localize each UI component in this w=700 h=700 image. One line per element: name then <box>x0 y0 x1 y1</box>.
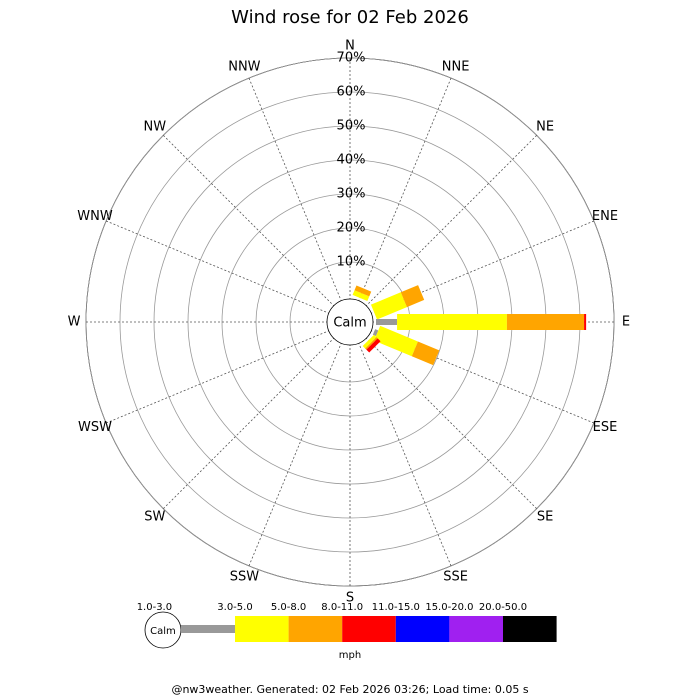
direction-label: WSW <box>78 420 112 435</box>
direction-label: SSW <box>230 569 260 584</box>
direction-label: ESE <box>593 420 618 435</box>
legend-calm-label: Calm <box>150 626 176 637</box>
direction-label: W <box>68 315 81 330</box>
wind-bar-segment <box>584 314 587 330</box>
direction-label: SE <box>537 510 553 525</box>
direction-label: E <box>622 315 630 330</box>
legend-label: 1.0-3.0 <box>137 602 172 613</box>
wind-bar-segment <box>352 290 370 302</box>
direction-spoke <box>358 77 452 302</box>
wind-bar-segment <box>366 338 381 353</box>
direction-label: S <box>346 591 354 606</box>
r-tick-label: 60% <box>337 85 366 100</box>
legend-swatch <box>503 616 557 642</box>
wind-bar-segment <box>400 285 425 308</box>
r-tick-label: 20% <box>337 221 366 236</box>
direction-spoke <box>365 135 537 307</box>
wind-bar-segment <box>397 314 507 330</box>
direction-spoke <box>248 342 342 567</box>
direction-label: NE <box>536 119 554 134</box>
direction-spoke <box>358 342 452 567</box>
wind-bar-segment <box>376 319 398 325</box>
wind-bar-segment <box>365 337 378 350</box>
legend-swatch <box>181 625 235 633</box>
legend-label: 15.0-20.0 <box>425 602 473 613</box>
direction-label: NNW <box>228 60 260 75</box>
direction-label: WNW <box>77 209 113 224</box>
direction-spoke <box>248 77 342 302</box>
wind-bar-segment <box>370 292 407 320</box>
direction-label: NW <box>144 119 167 134</box>
legend-label: 8.0-11.0 <box>321 602 363 613</box>
r-tick-label: 40% <box>337 153 366 168</box>
direction-spoke <box>105 220 330 314</box>
direction-spoke <box>105 330 330 424</box>
legend-label: 20.0-50.0 <box>479 602 527 613</box>
r-tick-label: 30% <box>337 187 366 202</box>
direction-label: NNE <box>442 60 470 75</box>
r-tick-label: 50% <box>337 119 366 134</box>
direction-label: ENE <box>592 209 618 224</box>
direction-label: SW <box>144 510 165 525</box>
legend-swatch <box>449 616 503 642</box>
legend-swatch <box>342 616 396 642</box>
legend-swatch <box>395 616 450 642</box>
legend-unit: mph <box>339 650 361 661</box>
calm-label: Calm <box>333 316 366 331</box>
r-tick-label: 70% <box>337 51 366 66</box>
r-tick-label: 10% <box>337 255 366 270</box>
calm-circle <box>326 298 374 346</box>
legend-label: 5.0-8.0 <box>271 602 306 613</box>
wind-bar-segment <box>354 285 372 297</box>
legend-label: 3.0-5.0 <box>217 602 252 613</box>
wind-bar-segment <box>372 329 379 337</box>
wind-bar-segment <box>506 314 585 330</box>
direction-label: N <box>345 39 355 54</box>
direction-spoke <box>163 135 335 307</box>
legend-swatch <box>288 616 343 642</box>
chart-title: Wind rose for 02 Feb 2026 <box>231 7 469 28</box>
wind-bar-segment <box>411 341 440 366</box>
direction-spoke <box>163 337 335 509</box>
legend-swatch <box>235 616 289 642</box>
direction-spoke <box>365 337 537 509</box>
direction-label: SSE <box>443 569 468 584</box>
wind-bar-segment <box>362 334 377 349</box>
wind-bar-segment <box>374 325 418 357</box>
footer: @nw3weather. Generated: 02 Feb 2026 03:2… <box>171 683 528 696</box>
legend-label: 11.0-15.0 <box>372 602 420 613</box>
